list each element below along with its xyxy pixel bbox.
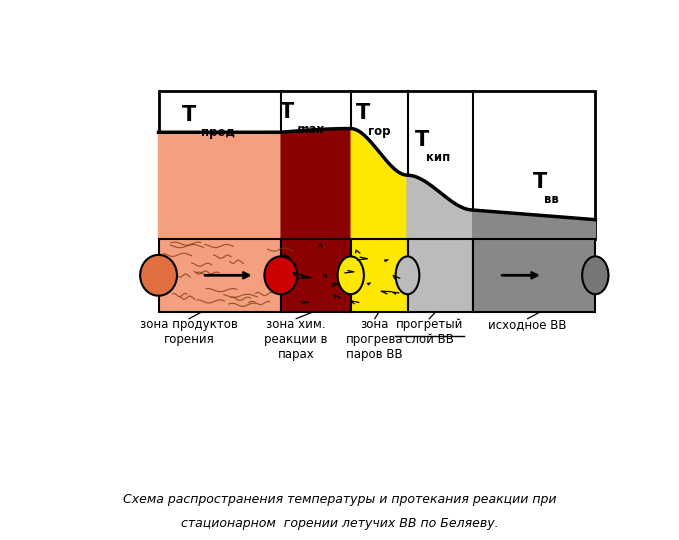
Text: $\mathbf{T}$: $\mathbf{T}$	[181, 105, 197, 125]
Text: зона продуктов
горения: зона продуктов горения	[140, 318, 238, 346]
Bar	[473, 239, 595, 312]
Polygon shape	[351, 129, 407, 239]
Text: $\mathbf{T}$: $\mathbf{T}$	[279, 102, 295, 122]
Polygon shape	[407, 175, 473, 239]
Polygon shape	[473, 210, 595, 239]
Bar	[159, 91, 595, 239]
Ellipse shape	[337, 256, 364, 294]
Ellipse shape	[396, 256, 420, 294]
Text: Схема распространения температуры и протекания реакции при: Схема распространения температуры и прот…	[123, 493, 556, 506]
Text: гор: гор	[368, 125, 390, 138]
Ellipse shape	[582, 256, 608, 294]
Text: $\mathbf{T}$: $\mathbf{T}$	[414, 130, 430, 150]
Ellipse shape	[140, 255, 177, 296]
Text: зона
прогрева
паров ВВ: зона прогрева паров ВВ	[346, 318, 403, 361]
Text: вв: вв	[544, 193, 558, 206]
Bar	[159, 239, 281, 312]
Bar	[407, 239, 473, 312]
Text: $\mathbf{T}$: $\mathbf{T}$	[532, 172, 548, 192]
Text: прогретый
слой ВВ: прогретый слой ВВ	[396, 318, 463, 346]
Text: max: max	[297, 123, 325, 136]
Text: исходное ВВ: исходное ВВ	[488, 318, 567, 331]
Text: прод: прод	[201, 126, 234, 139]
Text: $\mathbf{T}$: $\mathbf{T}$	[355, 103, 371, 123]
Bar	[351, 239, 407, 312]
Polygon shape	[281, 129, 351, 239]
Bar	[281, 239, 351, 312]
Polygon shape	[159, 132, 281, 239]
Text: стационарном  горении летучих ВВ по Беляеву.: стационарном горении летучих ВВ по Беляе…	[181, 517, 498, 530]
Text: зона хим.
реакции в
парах: зона хим. реакции в парах	[264, 318, 328, 361]
Text: кип: кип	[426, 151, 450, 164]
Ellipse shape	[264, 256, 297, 294]
